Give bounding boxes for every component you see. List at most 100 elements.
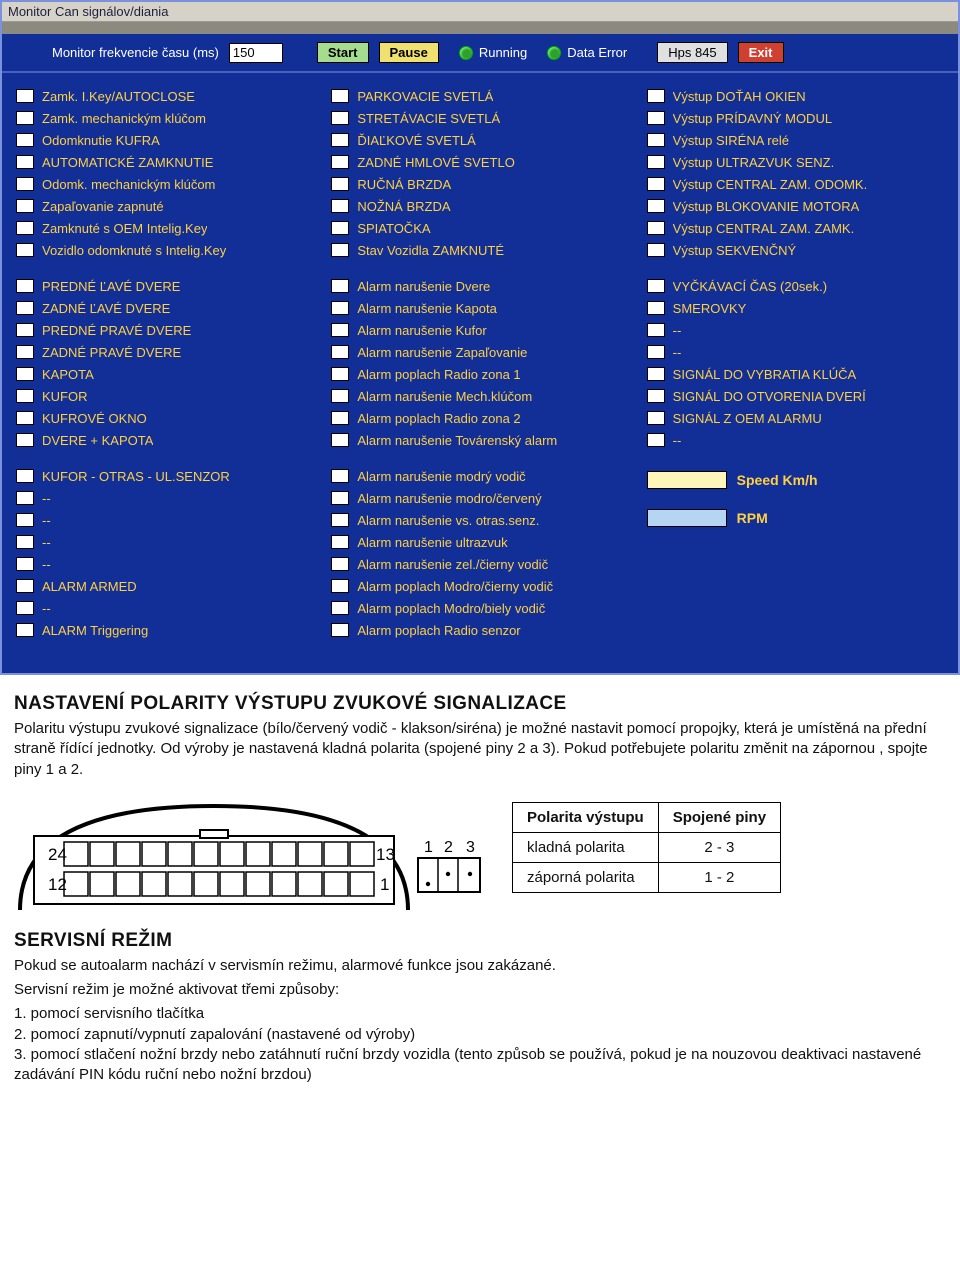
pause-button[interactable]: Pause — [379, 42, 439, 63]
signal-label: RUČNÁ BRZDA — [357, 177, 451, 192]
signal-label: Výstup CENTRAL ZAM. ODOMK. — [673, 177, 868, 192]
checkbox[interactable] — [331, 513, 349, 527]
checkbox[interactable] — [16, 623, 34, 637]
checkbox[interactable] — [16, 89, 34, 103]
checkbox[interactable] — [16, 469, 34, 483]
checkbox[interactable] — [331, 89, 349, 103]
checkbox[interactable] — [16, 367, 34, 381]
signal-row: VYČKÁVACÍ ČAS (20sek.) — [647, 275, 944, 297]
signal-row: -- — [16, 487, 313, 509]
checkbox[interactable] — [331, 155, 349, 169]
checkbox[interactable] — [331, 557, 349, 571]
checkbox[interactable] — [16, 323, 34, 337]
checkbox[interactable] — [647, 323, 665, 337]
signal-label: ALARM ARMED — [42, 579, 137, 594]
hps-button[interactable]: Hps 845 — [657, 42, 727, 63]
checkbox[interactable] — [16, 345, 34, 359]
checkbox[interactable] — [647, 89, 665, 103]
exit-button[interactable]: Exit — [738, 42, 784, 63]
signal-row: -- — [16, 509, 313, 531]
signal-label: AUTOMATICKÉ ZAMKNUTIE — [42, 155, 213, 170]
checkbox[interactable] — [647, 133, 665, 147]
window-title: Monitor Can signálov/diania — [2, 2, 958, 22]
checkbox[interactable] — [331, 221, 349, 235]
checkbox[interactable] — [16, 491, 34, 505]
checkbox[interactable] — [331, 433, 349, 447]
signal-row: KUFROVÉ OKNO — [16, 407, 313, 429]
checkbox[interactable] — [647, 301, 665, 315]
checkbox[interactable] — [16, 221, 34, 235]
signal-label: -- — [42, 601, 51, 616]
checkbox[interactable] — [16, 389, 34, 403]
rpm-value — [647, 509, 727, 527]
signal-row: Stav Vozidla ZAMKNUTÉ — [331, 239, 628, 261]
signal-row: Alarm narušenie modro/červený — [331, 487, 628, 509]
checkbox[interactable] — [331, 579, 349, 593]
checkbox[interactable] — [16, 513, 34, 527]
signal-label: DVERE + KAPOTA — [42, 433, 153, 448]
section-heading-service: SERVISNÍ REŽIM — [14, 930, 946, 952]
checkbox[interactable] — [331, 279, 349, 293]
checkbox[interactable] — [16, 557, 34, 571]
signal-row: Alarm narušenie Továrenský alarm — [331, 429, 628, 451]
checkbox[interactable] — [647, 155, 665, 169]
checkbox[interactable] — [331, 345, 349, 359]
checkbox[interactable] — [647, 433, 665, 447]
checkbox[interactable] — [647, 199, 665, 213]
checkbox[interactable] — [331, 367, 349, 381]
checkbox[interactable] — [16, 301, 34, 315]
signal-row: Alarm poplach Modro/biely vodič — [331, 597, 628, 619]
signal-row: SMEROVKY — [647, 297, 944, 319]
checkbox[interactable] — [331, 111, 349, 125]
start-button[interactable]: Start — [317, 42, 369, 63]
signal-row: Výstup SEKVENČNÝ — [647, 239, 944, 261]
checkbox[interactable] — [16, 177, 34, 191]
checkbox[interactable] — [331, 177, 349, 191]
polarity-paragraph: Polaritu výstupu zvukové signalizace (bí… — [14, 719, 946, 780]
checkbox[interactable] — [16, 133, 34, 147]
checkbox[interactable] — [16, 243, 34, 257]
checkbox[interactable] — [647, 389, 665, 403]
checkbox[interactable] — [331, 469, 349, 483]
signal-row: Alarm narušenie modrý vodič — [331, 465, 628, 487]
signal-row: Alarm poplach Radio senzor — [331, 619, 628, 641]
checkbox[interactable] — [331, 323, 349, 337]
signal-row: PREDNÉ PRAVÉ DVERE — [16, 319, 313, 341]
checkbox[interactable] — [16, 579, 34, 593]
checkbox[interactable] — [331, 199, 349, 213]
signal-label: Výstup DOŤAH OKIEN — [673, 89, 806, 104]
checkbox[interactable] — [16, 279, 34, 293]
checkbox[interactable] — [331, 491, 349, 505]
checkbox[interactable] — [331, 411, 349, 425]
signal-label: Alarm narušenie modro/červený — [357, 491, 541, 506]
checkbox[interactable] — [647, 177, 665, 191]
checkbox[interactable] — [647, 279, 665, 293]
col-2: PARKOVACIE SVETLÁ STRETÁVACIE SVETLÁ ĎIA… — [331, 85, 628, 655]
signal-row: SIGNÁL DO OTVORENIA DVERÍ — [647, 385, 944, 407]
checkbox[interactable] — [16, 199, 34, 213]
checkbox[interactable] — [647, 367, 665, 381]
checkbox[interactable] — [331, 243, 349, 257]
checkbox[interactable] — [331, 623, 349, 637]
checkbox[interactable] — [331, 301, 349, 315]
checkbox[interactable] — [331, 535, 349, 549]
checkbox[interactable] — [16, 411, 34, 425]
col-3: Výstup DOŤAH OKIEN Výstup PRÍDAVNÝ MODUL… — [647, 85, 944, 655]
checkbox[interactable] — [647, 221, 665, 235]
signal-row: Výstup ULTRAZVUK SENZ. — [647, 151, 944, 173]
checkbox[interactable] — [331, 601, 349, 615]
checkbox[interactable] — [16, 433, 34, 447]
polarity-table: Polarita výstupu Spojené piny kladná pol… — [512, 802, 781, 893]
checkbox[interactable] — [647, 243, 665, 257]
signal-row: Výstup PRÍDAVNÝ MODUL — [647, 107, 944, 129]
checkbox[interactable] — [647, 345, 665, 359]
checkbox[interactable] — [16, 111, 34, 125]
checkbox[interactable] — [16, 155, 34, 169]
checkbox[interactable] — [331, 389, 349, 403]
checkbox[interactable] — [16, 601, 34, 615]
freq-input[interactable] — [229, 43, 283, 63]
checkbox[interactable] — [647, 411, 665, 425]
checkbox[interactable] — [16, 535, 34, 549]
checkbox[interactable] — [647, 111, 665, 125]
checkbox[interactable] — [331, 133, 349, 147]
